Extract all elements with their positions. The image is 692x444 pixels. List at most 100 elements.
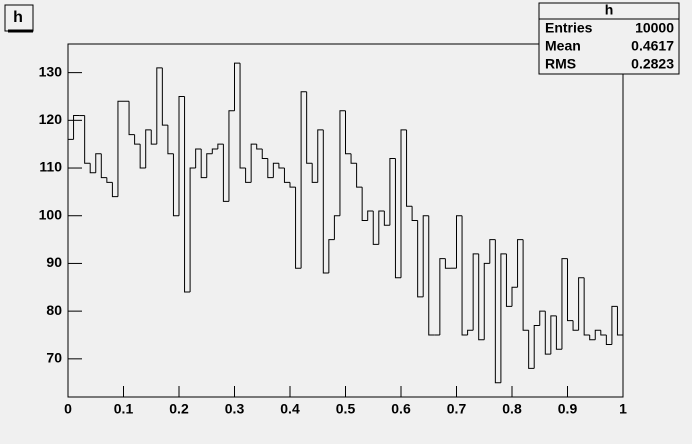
histogram-bin [189, 167, 196, 293]
histogram-bin [361, 187, 368, 221]
histogram-bin [178, 95, 185, 216]
histogram-bin [128, 101, 135, 136]
stats-label: Entries [545, 20, 593, 36]
histogram-bin [217, 143, 224, 149]
histogram-bin [511, 286, 518, 307]
histogram-bin [461, 215, 468, 336]
histogram-bin [295, 187, 302, 269]
histogram-bin [250, 143, 257, 183]
histogram-bin [555, 315, 562, 350]
x-tick-label: 0.2 [169, 401, 189, 417]
stats-label: Mean [545, 38, 581, 54]
histogram-bin [611, 305, 618, 345]
histogram-bin [367, 210, 374, 221]
histogram-bin [600, 330, 607, 336]
histogram-bin [134, 134, 141, 145]
histogram-bin [306, 91, 313, 164]
histogram-bin [483, 262, 490, 340]
histogram-bin [616, 306, 624, 397]
y-tick-label: 120 [39, 111, 63, 127]
histogram-bin [245, 168, 252, 183]
histogram-bin [222, 144, 229, 202]
histogram-bin [333, 215, 340, 240]
histogram-bin [84, 115, 91, 164]
histogram-bin [289, 182, 296, 188]
histogram-bin [505, 253, 512, 307]
histogram-bin [400, 129, 407, 278]
histogram-bin [467, 329, 474, 335]
histogram-bin [161, 67, 168, 126]
histogram-bin [417, 220, 424, 298]
histogram-bin [211, 148, 218, 154]
histogram-bin [494, 239, 501, 384]
frame [67, 43, 624, 398]
histogram-bin [589, 334, 596, 341]
x-tick-label: 1 [619, 401, 627, 417]
histogram-bin [411, 206, 418, 221]
histogram-bin [139, 144, 146, 169]
histogram-bin [272, 162, 279, 178]
histogram-bin [422, 215, 429, 297]
x-tick-label: 0.7 [447, 401, 467, 417]
histogram-bin [239, 63, 246, 169]
histogram-bin [95, 153, 102, 173]
histogram-bin [100, 153, 107, 179]
histogram-bin [389, 157, 396, 226]
histogram-bin [339, 110, 346, 216]
histogram-bin [500, 253, 507, 383]
x-tick-label: 0.6 [391, 401, 411, 417]
histogram-bin [200, 148, 207, 179]
histogram-bin [89, 163, 96, 174]
histogram-bin [406, 129, 413, 207]
histogram-bin [522, 239, 529, 331]
histogram-bin [605, 334, 612, 346]
stats-value: 10000 [635, 20, 674, 36]
stats-box: h [538, 2, 680, 75]
histogram-bin [550, 315, 557, 355]
x-tick-label: 0.3 [225, 401, 245, 417]
x-tick-label: 0.9 [558, 401, 578, 417]
histogram-bin [311, 163, 318, 183]
x-tick-label: 0.8 [502, 401, 522, 417]
histogram-bin [322, 129, 329, 274]
histogram-bin [567, 258, 574, 322]
stats-value: 0.2823 [631, 56, 674, 72]
histogram-bin [283, 168, 290, 183]
y-tick-label: 110 [39, 159, 62, 175]
histogram-bin [156, 67, 163, 145]
histogram-bin [383, 210, 390, 226]
histogram-bin [533, 324, 540, 369]
histogram-bin [150, 129, 157, 145]
histogram-bin [67, 138, 74, 397]
histogram-bin [106, 177, 113, 183]
histogram-bin [206, 153, 213, 178]
x-tick-label: 0.5 [336, 401, 356, 417]
histogram-bin [428, 215, 435, 336]
chart-title: h [13, 9, 23, 26]
y-tick-label: 80 [46, 302, 62, 318]
y-tick-label: 90 [46, 254, 62, 270]
histogram-bin [195, 148, 202, 169]
histogram-bin [544, 311, 551, 355]
histogram-bin [328, 239, 335, 273]
histogram-bin [228, 110, 235, 202]
stats-label: RMS [545, 56, 576, 72]
histogram-bin [117, 100, 124, 197]
histogram-bin [234, 62, 241, 111]
histogram-bin [278, 163, 285, 169]
histogram-bin [517, 239, 524, 288]
histogram-bin [172, 153, 179, 217]
histogram-bin [594, 329, 601, 340]
histogram-bin [456, 215, 463, 269]
y-tick-label: 130 [39, 63, 63, 79]
histogram-bin [478, 253, 485, 341]
histogram-bin [261, 148, 268, 159]
histogram-bin [145, 129, 152, 169]
y-tick-label: 70 [46, 350, 62, 366]
histogram-bin [356, 163, 363, 188]
histogram-bin [111, 182, 118, 198]
histogram-bin [539, 310, 546, 326]
title-box [4, 4, 34, 32]
histogram-bin [372, 210, 379, 245]
